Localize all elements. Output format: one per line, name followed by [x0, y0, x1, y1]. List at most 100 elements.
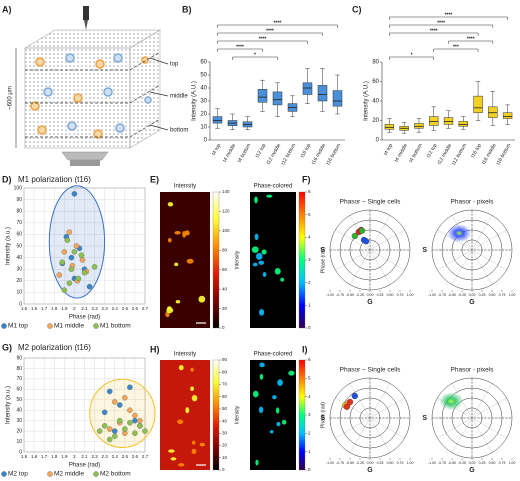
cell-blob: [199, 442, 206, 447]
cell-blob: [190, 367, 194, 372]
y-tick-label: 20: [200, 112, 207, 118]
x-tick-label: 2.4: [112, 454, 119, 459]
panel-label: D): [2, 174, 12, 184]
colorbar-label: Intensity: [234, 405, 240, 424]
x-tick-label: 2: [73, 454, 76, 459]
density-cloud: [447, 224, 472, 243]
x-tick-label: t16 bottom: [325, 143, 342, 166]
colorbar-tick-label: 2: [308, 280, 311, 285]
cell-blob: [174, 231, 181, 235]
y-tick-label: 30: [16, 267, 22, 273]
x-tick-label: 2.3: [102, 306, 109, 311]
x-tick-label: 2.5: [122, 306, 129, 311]
colorbar-tick-label: 90: [222, 357, 228, 362]
x-tick-label: t4 top: [211, 142, 223, 156]
cell-blob: [261, 249, 267, 255]
cell-blob: [168, 449, 175, 453]
x-tick-label: 1.00: [407, 461, 414, 465]
cell-blob: [190, 386, 195, 391]
objective-base: [70, 160, 100, 166]
panel-label: I): [302, 344, 308, 354]
x-tick-label: 1.7: [41, 306, 48, 311]
point: [66, 280, 73, 286]
x-tick-label: -1.00: [428, 461, 436, 465]
chart-title: Phasor – Single cells: [340, 199, 401, 206]
x-tick-label: 1.5: [21, 454, 28, 459]
point: [68, 266, 75, 272]
image-title: Phase-colored: [254, 352, 293, 358]
image: [250, 360, 296, 470]
x-tick-label: -0.50: [448, 293, 456, 297]
x-tick-label: 1.00: [509, 461, 516, 465]
significance-bracket: [217, 24, 338, 28]
y-tick-label: 100: [14, 185, 23, 191]
cell-blob: [191, 394, 198, 402]
y-tick-label: 40: [16, 408, 22, 414]
y-tick-label: 20: [372, 118, 379, 124]
y-axis-label: Intensity (A.U.): [364, 81, 370, 121]
panel-label: B): [182, 4, 192, 14]
cell-blob: [252, 390, 259, 398]
cell-blob: [170, 457, 177, 461]
x-tick-label: 0.50: [489, 293, 496, 297]
y-axis-label: S: [422, 415, 427, 422]
chart-title: Phasor - pixels: [451, 199, 495, 206]
y-tick-label: 80: [16, 209, 22, 215]
y-axis-label: Intensity (a.u.): [6, 386, 12, 424]
point: [56, 272, 63, 278]
legend-label: M2 middle: [54, 471, 84, 478]
colorbar-tick-label: 6: [308, 357, 311, 362]
box: [212, 116, 223, 124]
point: [59, 259, 66, 265]
cell-blob: [272, 395, 277, 400]
significance-bracket: [217, 48, 263, 52]
colorbar-tick-label: 3: [308, 412, 311, 417]
cell-blob: [274, 268, 281, 275]
colorbar-label: Intensity: [234, 250, 240, 269]
point: [101, 423, 108, 429]
image-title: Phase-colored: [254, 184, 293, 190]
x-tick-label: 1.00: [509, 293, 516, 297]
x-axis-label: G: [367, 299, 373, 306]
box: [317, 85, 328, 102]
x-tick-label: -0.25: [458, 461, 466, 465]
panel-label: C): [352, 4, 362, 14]
point: [112, 433, 118, 440]
colorbar-tick-label: 4: [308, 235, 311, 240]
point: [117, 417, 123, 424]
point: [122, 426, 128, 432]
cell-blob: [191, 440, 196, 445]
x-tick-label: 0.50: [387, 461, 394, 465]
x-tick-label: 2.4: [112, 306, 119, 311]
image: [250, 192, 296, 328]
cell-blob: [277, 379, 283, 386]
cell-blob: [258, 406, 264, 414]
x-axis-label: Phase (rad): [69, 315, 100, 321]
cell-blob: [166, 307, 174, 314]
dropper: [83, 6, 89, 20]
plot-frame: [23, 357, 146, 453]
point: [362, 238, 370, 245]
cell-blob: [266, 194, 273, 198]
x-tick-label: t16 bottom: [495, 143, 512, 166]
box: [272, 91, 283, 106]
y-tick-label: 90: [16, 197, 22, 203]
x-tick-label: t4 middle: [222, 142, 237, 163]
significance-bracket: [389, 16, 508, 20]
cells: [30, 53, 152, 139]
y-tick-label: 40: [200, 86, 207, 92]
significance-bracket: [217, 32, 323, 36]
point: [127, 407, 133, 413]
y-tick-label: 0: [204, 138, 208, 144]
significance-bracket: [232, 56, 278, 60]
y-tick-label: 50: [16, 243, 22, 249]
significance-bracket: [448, 40, 494, 44]
x-tick-label: -0.75: [336, 293, 344, 297]
cell-blob: [184, 230, 190, 236]
x-tick-label: 1.8: [51, 454, 58, 459]
colorbar-tick-label: 140: [222, 189, 230, 194]
legend-marker: [93, 471, 99, 477]
point: [64, 237, 71, 243]
x-tick-label: 1.8: [51, 306, 58, 311]
point: [73, 243, 80, 249]
